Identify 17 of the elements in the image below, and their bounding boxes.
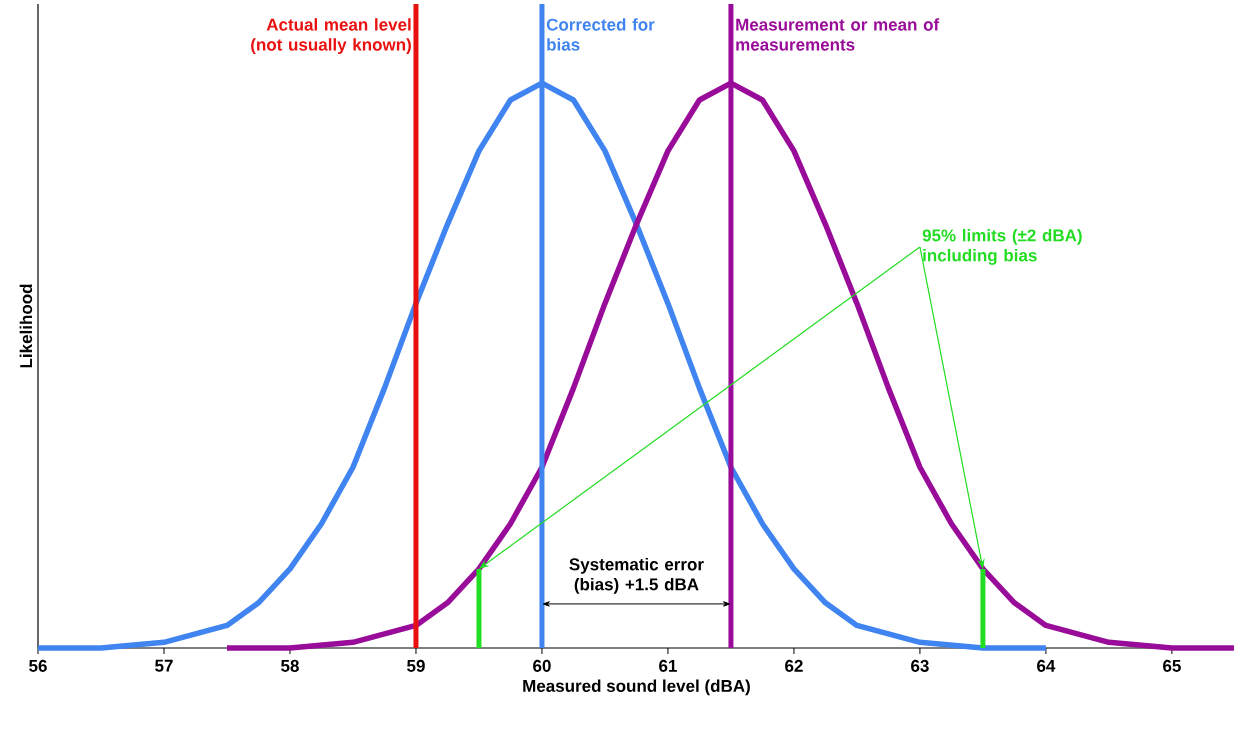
x-tick-label: 64: [1037, 659, 1056, 672]
ref-line-label: Corrected for bias: [546, 18, 655, 51]
x-tick-label: 58: [281, 659, 299, 672]
x-tick-label: 57: [155, 659, 173, 672]
y-axis-title: Likelihood: [19, 284, 33, 368]
x-tick-label: 62: [785, 659, 803, 672]
x-tick-label: 56: [29, 659, 47, 672]
x-tick-label: 59: [407, 659, 425, 672]
ref-line-label: Actual mean level (not usually known): [251, 18, 411, 55]
x-tick-label: 65: [1163, 659, 1181, 672]
ref-line-label: Measurement or mean of measurements: [736, 18, 940, 51]
x-axis-title: Measured sound level (dBA): [523, 679, 750, 696]
x-tick-label: 60: [533, 659, 551, 672]
annotation: 95% limits (±2 dBA) including bias: [922, 228, 1082, 265]
x-tick-label: 61: [659, 659, 677, 672]
annotation: Systematic error (bias) +1.5 dBA: [569, 557, 704, 594]
x-tick-label: 63: [911, 659, 929, 672]
